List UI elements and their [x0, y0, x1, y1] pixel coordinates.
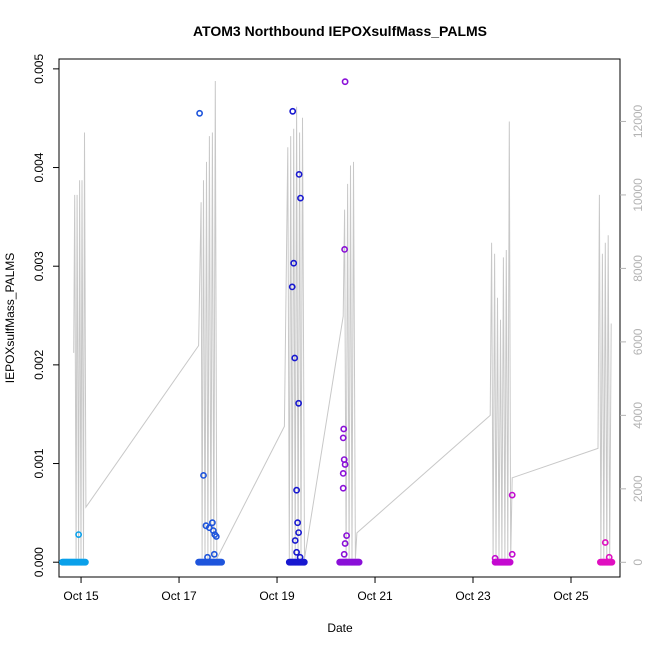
data-point: [339, 469, 347, 477]
y-right-tick-label: 2000: [631, 475, 645, 502]
y-right-tick-label: 0: [631, 559, 645, 566]
x-tick-label: Oct 21: [357, 589, 393, 603]
chart-title: ATOM3 Northbound IEPOXsulfMass_PALMS: [193, 23, 487, 39]
data-point: [491, 554, 499, 562]
y-right-tick-label: 6000: [631, 328, 645, 355]
data-point: [293, 486, 300, 494]
data-point: [343, 532, 350, 539]
data-point: [288, 283, 296, 291]
data-point: [196, 109, 203, 117]
altitude-trace-line: [73, 80, 612, 559]
y-right-tick-label: 10000: [631, 178, 645, 212]
data-point: [340, 425, 348, 433]
y-left-tick-label: 0.000: [32, 547, 46, 577]
y-left-tick-label: 0.001: [32, 448, 46, 478]
y-left-tick-label: 0.002: [32, 350, 46, 380]
data-point: [601, 539, 609, 546]
data-point: [341, 461, 349, 468]
data-point: [608, 558, 616, 566]
x-tick-label: Oct 19: [259, 589, 295, 603]
data-point: [204, 553, 211, 561]
data-point: [339, 434, 347, 442]
data-point: [296, 553, 304, 561]
y-right-tick-label: 4000: [631, 402, 645, 429]
x-tick-label: Oct 25: [553, 589, 589, 603]
data-point: [200, 471, 207, 479]
data-point: [341, 78, 349, 86]
data-point: [340, 550, 348, 558]
data-point: [341, 540, 349, 547]
data-point: [208, 519, 216, 527]
x-tick-label: Oct 23: [455, 589, 491, 603]
plot-frame: [58, 58, 621, 578]
x-tick-label: Oct 15: [63, 589, 99, 603]
x-tick-label: Oct 17: [161, 589, 197, 603]
data-point: [295, 529, 302, 536]
data-point: [212, 533, 220, 540]
data-point: [290, 259, 298, 267]
data-point: [218, 558, 225, 566]
y-left-tick-label: 0.003: [32, 251, 46, 281]
y-right-tick-label: 12000: [631, 104, 645, 138]
y-right-tick-label: 8000: [631, 255, 645, 282]
data-point: [508, 550, 516, 558]
data-point: [210, 550, 218, 558]
data-point: [289, 107, 297, 115]
data-point: [300, 558, 308, 566]
y-axis-label: IEPOXsulfMass_PALMS: [3, 253, 17, 384]
data-point: [341, 245, 348, 253]
data-point: [295, 170, 303, 178]
x-axis-label: Date: [327, 621, 353, 635]
data-point: [293, 548, 300, 556]
data-point: [605, 553, 613, 561]
data-point: [339, 484, 347, 492]
data-point: [291, 354, 299, 362]
data-point: [82, 558, 89, 566]
data-point: [355, 558, 363, 566]
data-point: [291, 537, 299, 544]
data-point: [297, 194, 304, 202]
plot-layer: Oct 15 Oct 17 Oct 19 Oct 21 Oct 23 Oct 25 0.00…: [32, 54, 645, 603]
y-left-tick-label: 0.004: [32, 152, 46, 182]
data-point: [75, 531, 82, 538]
data-point: [294, 519, 301, 527]
y-left-tick-label: 0.005: [32, 54, 46, 84]
data-point: [508, 491, 516, 499]
data-point: [295, 399, 302, 407]
data-point: [506, 558, 514, 566]
